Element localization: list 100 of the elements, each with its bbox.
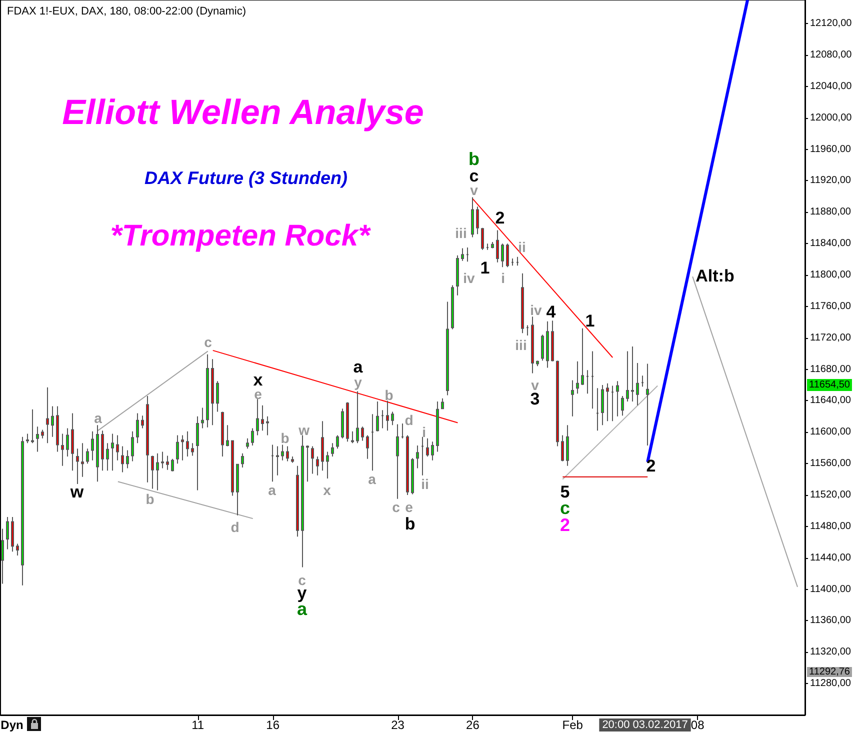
candlestick	[566, 424, 569, 466]
y-tick-label: 11920,00	[810, 175, 852, 186]
candlestick	[516, 256, 519, 266]
text: Dyn	[0, 718, 24, 732]
annotation: e	[405, 499, 414, 515]
y-tick-label: 11280,00	[810, 678, 852, 690]
candlestick	[181, 434, 184, 461]
candlestick	[231, 440, 234, 496]
candlestick	[376, 401, 379, 432]
x-tick-label: Feb	[562, 718, 584, 732]
candlestick	[426, 438, 429, 457]
candlestick	[406, 434, 409, 496]
candlestick	[206, 354, 209, 428]
annotation: a	[268, 482, 276, 498]
annotation: b	[146, 491, 154, 507]
candlestick	[126, 450, 129, 469]
text: Elliott Wellen Analyse	[62, 93, 424, 132]
y-tick-label: 11560,00	[810, 458, 852, 470]
candlestick	[176, 434, 179, 464]
candlestick	[476, 206, 479, 235]
y-tick-label: 11760,00	[810, 300, 852, 312]
candlestick	[371, 414, 374, 472]
candlestick	[336, 434, 339, 450]
annotation: d	[404, 412, 414, 428]
text: 20:00 03.02.2017	[602, 719, 688, 731]
candlestick	[1, 528, 4, 584]
annotation: ii	[518, 239, 526, 255]
candlestick	[306, 445, 309, 482]
y-tick-label: 11320,00	[810, 646, 852, 658]
candlestick	[196, 416, 199, 491]
x-tick-label: 08	[690, 718, 705, 732]
candlestick	[11, 516, 14, 552]
annotation: d	[230, 519, 240, 535]
annotation: a	[368, 471, 376, 487]
annotation: ii	[421, 476, 429, 492]
annotation: b	[280, 430, 290, 446]
candlestick	[71, 412, 74, 472]
candlestick	[91, 430, 94, 461]
candlestick	[41, 429, 44, 439]
x-tick-label: 26	[466, 718, 480, 732]
y-tick-label: 11960,00	[810, 144, 852, 155]
annotation: a	[94, 410, 102, 426]
candlestick	[136, 412, 139, 444]
text: 11654,50	[809, 380, 850, 390]
annotation: 2	[560, 515, 570, 535]
candlestick	[366, 434, 369, 460]
annotation: iii	[455, 225, 467, 241]
y-tick-label: 11400,00	[810, 584, 852, 595]
candlestick	[596, 388, 599, 432]
candlestick	[396, 424, 399, 500]
y-tick-label: 11800,00	[810, 270, 852, 280]
y-tick-label: 11480,00	[810, 520, 852, 532]
annotation: x	[323, 482, 332, 498]
candlestick	[101, 430, 104, 472]
candlestick	[186, 430, 189, 457]
candlestick	[616, 380, 619, 417]
y-tick-label: 11440,00	[810, 552, 852, 564]
candlestick	[261, 404, 264, 432]
candlestick	[591, 350, 594, 410]
candlestick	[166, 455, 169, 470]
candlestick	[611, 385, 614, 422]
candlestick	[436, 401, 439, 452]
candlestick	[501, 243, 504, 268]
annotation: b	[468, 149, 480, 169]
y-tick-label: 12040,00	[810, 80, 852, 92]
candlestick	[156, 452, 159, 491]
annotation: *Trompeten Rock*	[110, 220, 372, 252]
y-tick-label: 11680,00	[810, 364, 852, 375]
candlestick	[621, 396, 624, 416]
candlestick	[51, 406, 54, 438]
annotation: w	[69, 482, 84, 502]
y-tick-label: 11520,00	[810, 490, 852, 500]
candlestick	[296, 465, 299, 538]
candlestick	[471, 196, 474, 238]
candlestick	[271, 444, 274, 482]
candlestick	[116, 434, 119, 461]
candlestick	[381, 410, 384, 429]
candlestick	[506, 243, 509, 268]
candlestick	[81, 442, 84, 478]
candlestick	[286, 446, 289, 462]
candlestick	[526, 324, 529, 336]
candlestick	[356, 390, 359, 444]
candlestick	[386, 400, 389, 432]
annotation: iv	[463, 270, 476, 286]
annotation: c	[204, 334, 212, 350]
candlestick	[571, 380, 574, 417]
candlestick	[56, 406, 59, 452]
candlestick	[211, 358, 214, 426]
annotation: 4	[546, 302, 556, 322]
y-tick-label: 11840,00	[810, 238, 852, 250]
candlestick	[586, 370, 589, 394]
candlestick	[431, 441, 434, 461]
candlestick	[446, 301, 449, 396]
candlestick	[416, 445, 419, 469]
candlestick	[226, 424, 229, 447]
candlestick	[331, 442, 334, 457]
candlestick	[216, 380, 219, 412]
annotation: 2	[495, 208, 505, 228]
text: FDAX 1!-EUX, DAX, 180, 08:00-22:00 (Dynamic)	[7, 6, 246, 18]
annotation: c	[392, 499, 400, 515]
